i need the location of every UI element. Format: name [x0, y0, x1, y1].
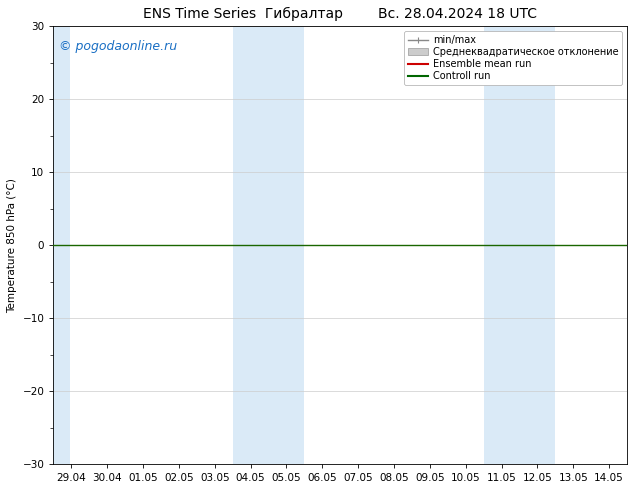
Bar	[269, 26, 304, 464]
Bar	[519, 26, 555, 464]
Bar	[484, 26, 519, 464]
Text: © pogodaonline.ru: © pogodaonline.ru	[59, 40, 178, 52]
Y-axis label: Temperature 850 hPa (°C): Temperature 850 hPa (°C)	[7, 178, 17, 313]
Legend: min/max, Среднеквадратическое отклонение, Ensemble mean run, Controll run: min/max, Среднеквадратическое отклонение…	[404, 31, 622, 85]
Title: ENS Time Series  Гибралтар        Вс. 28.04.2024 18 UTC: ENS Time Series Гибралтар Вс. 28.04.2024…	[143, 7, 537, 21]
Bar	[233, 26, 269, 464]
Bar	[53, 26, 70, 464]
